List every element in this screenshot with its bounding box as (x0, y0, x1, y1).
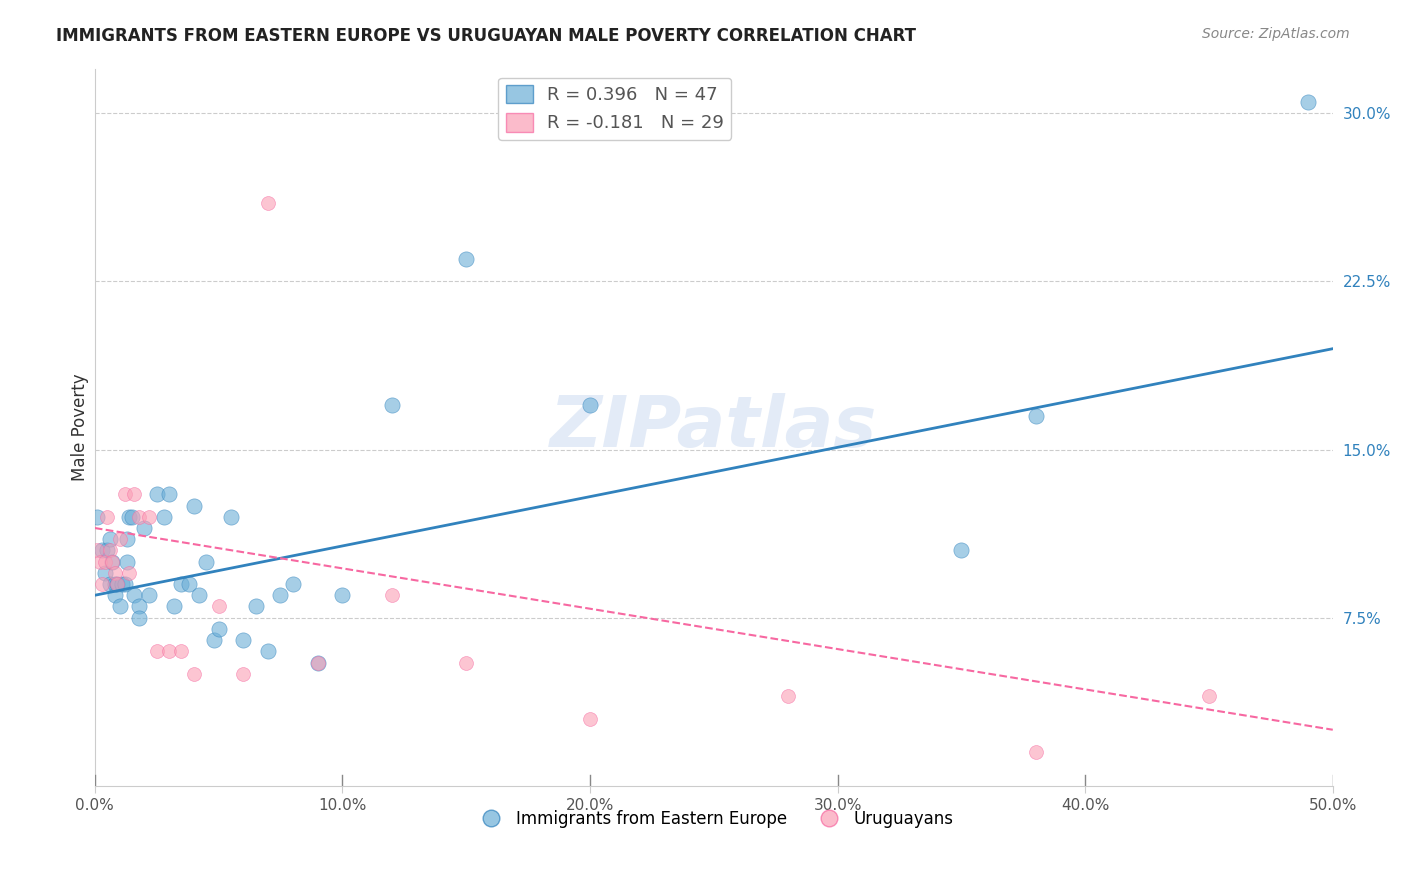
Point (93, 566, 115, 580)
Point (98, 543, 121, 558)
Point (114, 577, 136, 591)
Point (281, 577, 304, 591)
Point (101, 555, 124, 569)
Point (128, 610, 150, 624)
Point (381, 588, 404, 602)
Point (111, 577, 134, 591)
Point (245, 599, 267, 614)
Point (778, 689, 800, 703)
Point (187, 588, 209, 602)
Point (138, 509, 160, 524)
Text: IMMIGRANTS FROM EASTERN EUROPE VS URUGUAYAN MALE POVERTY CORRELATION CHART: IMMIGRANTS FROM EASTERN EUROPE VS URUGUA… (56, 27, 917, 45)
Point (98, 577, 121, 591)
Point (170, 644, 193, 658)
Point (183, 499, 205, 513)
Text: Source: ZipAtlas.com: Source: ZipAtlas.com (1202, 27, 1350, 41)
Point (950, 543, 973, 558)
Point (124, 487, 146, 501)
Point (93, 555, 115, 569)
Point (91, 543, 114, 558)
Point (118, 509, 141, 524)
Point (91, 577, 114, 591)
Point (307, 656, 329, 670)
Point (332, 588, 354, 602)
Point (124, 588, 146, 602)
Point (128, 599, 150, 614)
Point (1025, 409, 1047, 423)
Point (202, 633, 225, 648)
Point (89, 555, 111, 569)
Point (104, 566, 127, 580)
Point (456, 656, 478, 670)
Point (257, 196, 280, 211)
Point (381, 398, 404, 412)
Point (307, 656, 329, 670)
Point (104, 577, 127, 591)
Point (121, 509, 143, 524)
Point (96, 543, 118, 558)
Point (101, 555, 124, 569)
Point (86, 543, 108, 558)
Point (153, 509, 176, 524)
Point (96, 509, 118, 524)
Point (195, 555, 218, 569)
Point (108, 533, 131, 547)
Point (1296, 95, 1319, 110)
Point (114, 487, 136, 501)
Point (108, 599, 131, 614)
Point (163, 599, 186, 614)
Point (257, 644, 280, 658)
Point (134, 521, 156, 535)
Point (145, 487, 167, 501)
Legend: Immigrants from Eastern Europe, Uruguayans: Immigrants from Eastern Europe, Uruguaya… (467, 804, 960, 835)
Point (456, 252, 478, 266)
Point (232, 666, 254, 681)
Point (157, 487, 180, 501)
Point (269, 588, 291, 602)
Point (98, 533, 121, 547)
Point (183, 666, 205, 681)
Point (177, 577, 200, 591)
Point (105, 577, 128, 591)
Point (128, 509, 150, 524)
Point (170, 577, 193, 591)
Point (115, 533, 138, 547)
Y-axis label: Male Poverty: Male Poverty (72, 374, 89, 481)
Point (86, 509, 108, 524)
Point (232, 633, 254, 648)
Point (579, 712, 602, 726)
Point (157, 644, 180, 658)
Point (145, 644, 167, 658)
Point (138, 588, 160, 602)
Point (207, 622, 229, 636)
Point (118, 566, 141, 580)
Point (1025, 745, 1047, 759)
Text: ZIPatlas: ZIPatlas (550, 392, 877, 462)
Point (207, 599, 229, 614)
Point (105, 577, 128, 591)
Point (579, 398, 602, 412)
Point (104, 588, 127, 602)
Point (1198, 689, 1220, 703)
Point (115, 555, 138, 569)
Point (219, 509, 242, 524)
